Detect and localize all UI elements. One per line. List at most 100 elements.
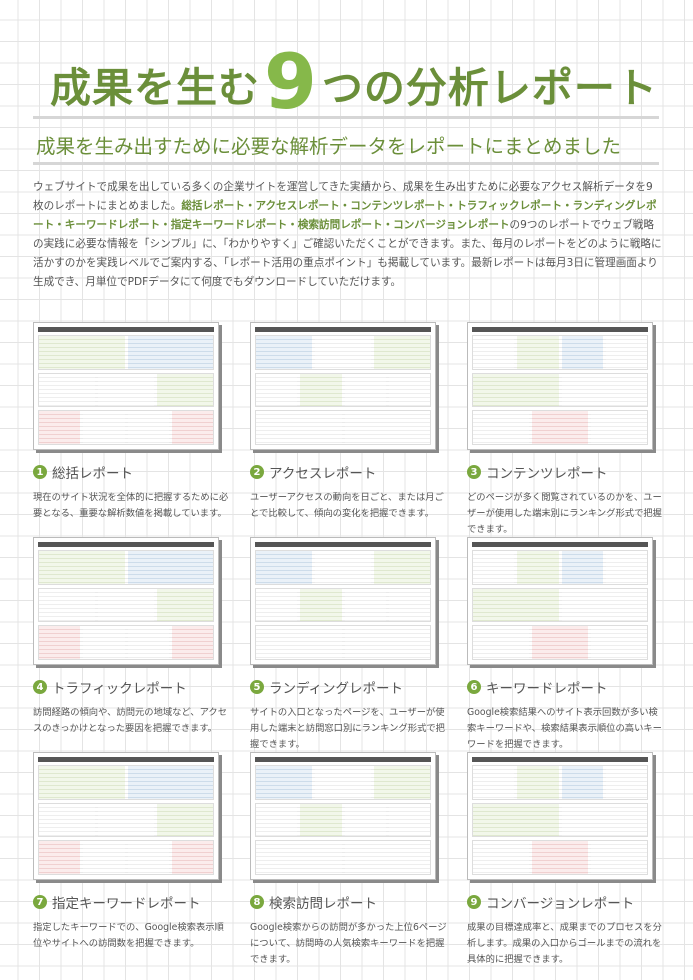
- divider: [33, 162, 659, 165]
- thumbnail-cell: [300, 373, 342, 407]
- thumbnail-cell: [39, 551, 125, 584]
- thumbnail-cell: [39, 803, 95, 837]
- thumbnail-cell: [83, 411, 125, 445]
- thumbnail-cell: [561, 373, 647, 407]
- report-list-highlight: 総括レポート・アクセスレポート・コンテンツレポート・トラフィックレポート・ランデ…: [33, 200, 657, 231]
- thumbnail-section: [38, 410, 214, 446]
- thumbnail-cell: [98, 803, 154, 837]
- thumbnail-cell: [256, 551, 312, 584]
- thumbnail-cell: [39, 373, 95, 407]
- thumbnail-cell: [127, 626, 169, 660]
- thumbnail-section: [472, 372, 648, 408]
- divider: [33, 116, 659, 119]
- thumbnail-section: [255, 550, 431, 585]
- report-thumbnail: [250, 752, 436, 880]
- thumbnail-header: [38, 757, 214, 762]
- report-thumbnail: [467, 537, 653, 665]
- thumbnail-cell: [473, 841, 529, 875]
- thumbnail-cell: [388, 373, 430, 407]
- report-card: 8 検索訪問レポート Google検索からの訪問が多かった上位6ページについて、訪…: [250, 752, 447, 968]
- thumbnail-section: [255, 840, 431, 876]
- title-text: 成果を生む: [50, 64, 260, 112]
- thumbnail-section: [255, 372, 431, 408]
- title-number: 9: [264, 37, 318, 126]
- report-thumbnail: [467, 322, 653, 450]
- thumbnail-cell: [256, 841, 342, 875]
- thumbnail-section: [38, 840, 214, 876]
- report-description: ユーザーアクセスの動向を日ごと、または月ごとで比較して、傾向の変化を把握できます…: [250, 492, 444, 519]
- thumbnail-cell: [300, 588, 342, 622]
- number-badge-icon: 7: [33, 895, 47, 909]
- report-card: 6 キーワードレポート Google検索結果へのサイト表示回数が多い検索キーワード…: [467, 537, 662, 753]
- thumbnail-cell: [256, 626, 342, 660]
- intro-text: ウェブサイトで成果を出している多くの企業サイトを運営してきた実績から、成果を生み…: [33, 181, 653, 212]
- report-title: コンバージョンレポート: [486, 896, 635, 912]
- thumbnail-cell: [605, 336, 647, 369]
- report-card: 9 コンバージョンレポート 成果の目標達成率と、成果までのプロセスを分析します。成…: [467, 752, 662, 968]
- thumbnail-cell: [256, 766, 312, 799]
- thumbnail-section: [38, 765, 214, 800]
- thumbnail-section: [38, 587, 214, 623]
- thumbnail-cell: [256, 336, 312, 369]
- report-description: 成果の目標達成率と、成果までのプロセスを分析します。成果の入口からゴールまでの流…: [467, 922, 662, 965]
- thumbnail-section: [255, 802, 431, 838]
- thumbnail-header: [255, 757, 431, 762]
- thumbnail-cell: [256, 803, 298, 837]
- thumbnail-cell: [39, 588, 95, 622]
- thumbnail-cell: [591, 411, 647, 445]
- report-heading: 2 アクセスレポート: [250, 462, 440, 482]
- thumbnail-cell: [473, 551, 515, 584]
- intro-paragraph: ウェブサイトで成果を出している多くの企業サイトを運営してきた実績から、成果を生み…: [33, 178, 663, 292]
- thumbnail-cell: [98, 373, 154, 407]
- thumbnail-cell: [532, 411, 588, 445]
- thumbnail-cell: [157, 373, 213, 407]
- thumbnail-cell: [171, 626, 213, 660]
- thumbnail-section: [472, 410, 648, 446]
- number-badge-icon: 2: [250, 465, 264, 479]
- thumbnail-cell: [561, 551, 603, 584]
- thumbnail-cell: [561, 588, 647, 622]
- thumbnail-cell: [344, 841, 430, 875]
- report-thumbnail: [467, 752, 653, 880]
- report-thumbnail: [250, 537, 436, 665]
- number-badge-icon: 1: [33, 465, 47, 479]
- thumbnail-cell: [561, 803, 647, 837]
- thumbnail-section: [255, 335, 431, 370]
- thumbnail-cell: [388, 803, 430, 837]
- thumbnail-section: [472, 802, 648, 838]
- report-heading: 4 トラフィックレポート: [33, 677, 223, 697]
- thumbnail-cell: [98, 588, 154, 622]
- report-description: 指定したキーワードでの、Google検索表示順位やサイトへの訪問数を把握できます…: [33, 922, 224, 949]
- thumbnail-cell: [517, 766, 559, 799]
- number-badge-icon: 5: [250, 680, 264, 694]
- report-card: 7 指定キーワードレポート 指定したキーワードでの、Google検索表示順位やサイ…: [33, 752, 224, 952]
- thumbnail-header: [255, 542, 431, 547]
- thumbnail-cell: [256, 373, 298, 407]
- thumbnail-cell: [591, 841, 647, 875]
- thumbnail-cell: [300, 803, 342, 837]
- number-badge-icon: 9: [467, 895, 481, 909]
- thumbnail-cell: [127, 411, 169, 445]
- thumbnail-section: [472, 550, 648, 585]
- thumbnail-cell: [473, 336, 515, 369]
- thumbnail-header: [472, 327, 648, 332]
- thumbnail-cell: [157, 803, 213, 837]
- thumbnail-cell: [591, 626, 647, 660]
- report-title: コンテンツレポート: [486, 466, 608, 482]
- thumbnail-cell: [532, 626, 588, 660]
- thumbnail-header: [472, 757, 648, 762]
- thumbnail-header: [255, 327, 431, 332]
- thumbnail-cell: [473, 411, 529, 445]
- number-badge-icon: 3: [467, 465, 481, 479]
- thumbnail-cell: [83, 626, 125, 660]
- thumbnail-cell: [315, 551, 371, 584]
- thumbnail-section: [255, 587, 431, 623]
- thumbnail-cell: [127, 841, 169, 875]
- title-text: つの分析レポート: [321, 64, 658, 112]
- report-title: 検索訪問レポート: [269, 896, 377, 912]
- report-description: Google検索からの訪問が多かった上位6ページについて、訪問時の人気検索キーワ…: [250, 922, 447, 965]
- report-heading: 8 検索訪問レポート: [250, 892, 440, 912]
- thumbnail-header: [38, 327, 214, 332]
- thumbnail-section: [472, 625, 648, 661]
- thumbnail-section: [38, 335, 214, 370]
